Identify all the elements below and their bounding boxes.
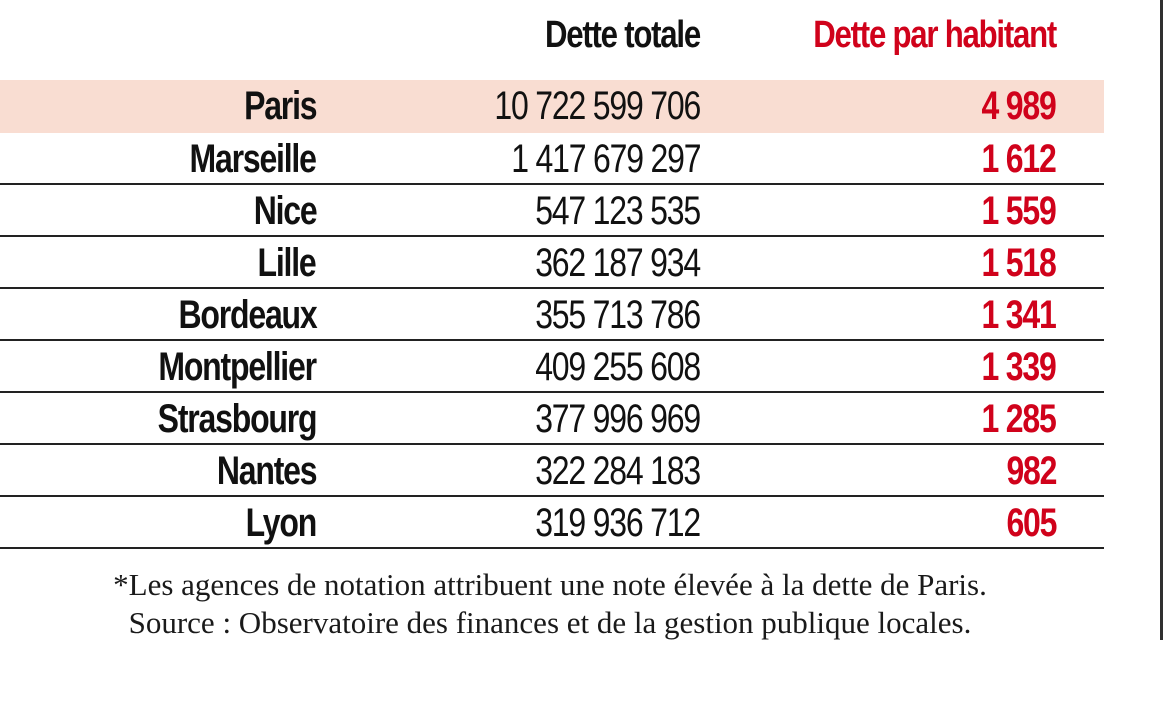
city-name: Nantes: [216, 449, 317, 493]
footnote-text: *Les agences de notation attribuent une …: [113, 567, 987, 602]
total-debt-value: 355 713 786: [535, 293, 701, 337]
total-debt-value: 10 722 599 706: [494, 84, 701, 128]
table-row: Montpellier 409 255 608 1 339: [0, 341, 1104, 393]
header-total-debt: Dette totale: [545, 14, 701, 56]
table-notes: *Les agences de notation attribuent une …: [0, 566, 1100, 642]
city-name: Paris: [243, 84, 317, 128]
city-name: Bordeaux: [178, 293, 317, 337]
header-debt-per-capita: Dette par habitant: [813, 14, 1057, 56]
total-debt-value: 322 284 183: [535, 449, 701, 493]
table-row: Strasbourg 377 996 969 1 285: [0, 393, 1104, 445]
per-capita-value: 1 612: [981, 137, 1057, 181]
source-text: Source : Observatoire des finances et de…: [128, 605, 972, 640]
city-name: Montpellier: [158, 345, 318, 389]
per-capita-value: 1 559: [981, 189, 1057, 233]
table-row: Bordeaux 355 713 786 1 341: [0, 289, 1104, 341]
city-name: Lyon: [245, 501, 318, 545]
table-row-paris: Paris 10 722 599 706 4 989: [0, 80, 1104, 133]
total-debt-value: 319 936 712: [535, 501, 701, 545]
right-border-rule: [1160, 0, 1163, 640]
city-name: Lille: [257, 241, 317, 285]
per-capita-value: 982: [1006, 449, 1057, 493]
per-capita-value: 1 339: [981, 345, 1057, 389]
table-body: Paris 10 722 599 706 4 989 Marseille 1 4…: [0, 80, 1104, 549]
per-capita-value: 1 518: [981, 241, 1057, 285]
table-row: Lyon 319 936 712 605: [0, 497, 1104, 549]
table-row: Nice 547 123 535 1 559: [0, 185, 1104, 237]
total-debt-value: 377 996 969: [535, 397, 701, 441]
total-debt-value: 409 255 608: [535, 345, 701, 389]
city-name: Nice: [253, 189, 317, 233]
per-capita-value: 4 989: [981, 84, 1057, 128]
city-name: Marseille: [189, 137, 317, 181]
total-debt-value: 547 123 535: [535, 189, 701, 233]
table-header-row: Dette totale Dette par habitant: [0, 0, 1104, 80]
table-row: Nantes 322 284 183 982: [0, 445, 1104, 497]
total-debt-value: 362 187 934: [535, 241, 701, 285]
city-debt-table: Dette totale Dette par habitant Paris 10…: [0, 0, 1104, 549]
city-name: Strasbourg: [157, 397, 317, 441]
per-capita-value: 1 285: [981, 397, 1057, 441]
table-row: Lille 362 187 934 1 518: [0, 237, 1104, 289]
per-capita-value: 605: [1006, 501, 1057, 545]
total-debt-value: 1 417 679 297: [510, 137, 701, 181]
table-row: Marseille 1 417 679 297 1 612: [0, 133, 1104, 185]
per-capita-value: 1 341: [981, 293, 1057, 337]
